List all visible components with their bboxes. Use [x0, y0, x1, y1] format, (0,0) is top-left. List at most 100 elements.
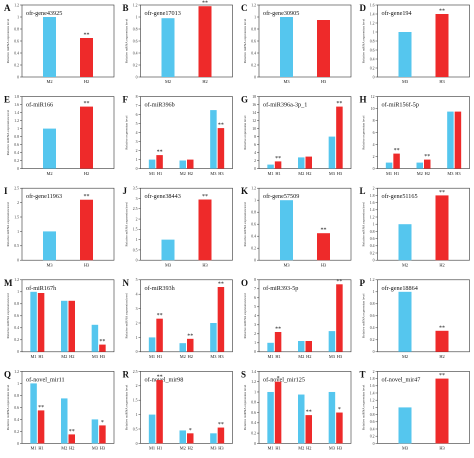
y-tick-label: 6	[136, 113, 138, 117]
bar-h3	[454, 111, 462, 169]
bar-m2	[43, 128, 56, 169]
x-tick-label: M2	[298, 354, 304, 359]
x-tick-label: M3	[210, 354, 217, 359]
y-axis-label: Relative miRNA expression level	[362, 385, 366, 431]
bar-m3	[161, 239, 175, 261]
x-tick-label: H3	[218, 446, 224, 451]
y-tick-label: 5	[136, 278, 138, 282]
y-tick-label: 1.2	[14, 3, 19, 7]
x-tick-label: M1	[31, 354, 37, 359]
bar-m3	[43, 231, 56, 261]
panel-r: Rof-novel_mir98 Relative miRNA expression…	[123, 369, 233, 451]
panel-title: of-novel_mir47	[382, 376, 421, 383]
y-tick-label: 0	[136, 442, 138, 446]
bar-m2	[179, 430, 186, 444]
x-tick-label: H2	[188, 446, 193, 451]
y-tick-label: 0.8	[370, 413, 375, 417]
x-tick-label: H3	[100, 446, 106, 451]
y-axis-label: Relative mRNA expression level	[125, 19, 129, 64]
plot-frame	[21, 187, 115, 261]
y-tick-label: 4	[254, 314, 256, 318]
x-tick-label: H3	[439, 79, 445, 84]
x-tick-label: M2	[298, 446, 304, 451]
y-tick-label: 0.8	[251, 211, 256, 215]
y-tick-label: 1.2	[133, 3, 138, 7]
plot-frame	[258, 96, 352, 169]
bar-h1	[274, 332, 282, 352]
significance-mark: **	[336, 279, 342, 285]
significance-mark: **	[336, 101, 342, 107]
x-tick-label: H3	[218, 354, 224, 359]
bar-m1	[30, 291, 37, 352]
y-tick-label: 0.4	[251, 421, 256, 425]
bar-h3	[217, 287, 225, 352]
y-tick-label: 0.6	[14, 314, 19, 318]
bar-h2	[305, 156, 312, 169]
bar-m3	[398, 32, 412, 77]
panel-label: F	[123, 95, 129, 105]
panel-label: R	[123, 369, 130, 379]
y-tick-label: 0.4	[14, 326, 19, 330]
x-tick-label: H3	[202, 262, 208, 267]
bar-m1	[267, 391, 274, 444]
bar-h2	[187, 338, 194, 352]
bar-m3	[91, 419, 99, 444]
y-tick-label: 0	[136, 75, 138, 79]
panel-title: of-miR396b	[145, 102, 175, 109]
panel-label: O	[241, 278, 248, 288]
y-tick-label: 1	[373, 30, 375, 34]
y-tick-label: 0.6	[251, 39, 256, 43]
x-tick-label: H2	[306, 354, 311, 359]
y-tick-label: 1	[254, 390, 256, 394]
y-tick-label: 1	[254, 15, 256, 19]
y-tick-label: 0.6	[370, 420, 375, 424]
y-tick-label: 1.6	[370, 3, 375, 7]
bar-h3	[336, 284, 343, 352]
significance-mark: **	[157, 150, 163, 156]
y-tick-label: 0.8	[14, 394, 19, 398]
y-tick-label: 1.2	[370, 21, 375, 25]
bar-m2	[398, 291, 412, 352]
x-tick-label: M2	[180, 354, 186, 359]
bar-h3	[217, 427, 225, 444]
x-tick-label: H1	[157, 171, 162, 176]
x-tick-label: M2	[61, 354, 67, 359]
y-axis-label: Relative mRNA expression level	[362, 202, 366, 247]
panel-title: of-miR166	[26, 102, 53, 109]
y-tick-label: 6	[373, 131, 375, 135]
significance-mark: **	[218, 282, 224, 288]
y-tick-label: 1.5	[14, 215, 19, 219]
y-tick-label: 0.2	[14, 63, 19, 67]
y-tick-label: 0.2	[14, 338, 19, 342]
x-tick-label: M2	[180, 171, 186, 176]
panel-label: M	[4, 278, 13, 288]
y-tick-label: 0.4	[251, 51, 256, 55]
bar-m2	[179, 343, 186, 352]
y-tick-label: 1.2	[251, 187, 256, 191]
y-axis-label: Relative miRNA expression level	[6, 385, 10, 431]
panel-label: B	[123, 3, 129, 13]
bar-m3	[328, 331, 336, 352]
x-tick-label: H3	[337, 171, 343, 176]
y-tick-label: 0.6	[133, 39, 138, 43]
bar-m2	[61, 398, 68, 444]
y-tick-label: 4	[254, 151, 256, 155]
y-tick-label: 10	[371, 107, 375, 111]
x-tick-label: M2	[417, 171, 423, 176]
y-tick-label: 1	[17, 382, 19, 386]
bar-h3	[99, 344, 106, 352]
significance-mark: **	[424, 154, 430, 160]
bar-m3	[210, 433, 217, 444]
y-axis-label: Relative mRNA expression level	[6, 202, 10, 247]
panel-label: N	[123, 278, 130, 288]
y-axis-label: Relative miRNA expression level	[6, 110, 10, 156]
y-tick-label: 1.6	[14, 103, 19, 107]
significance-mark: **	[218, 123, 224, 129]
panel-label: L	[360, 186, 366, 196]
y-tick-label: 2	[373, 187, 375, 191]
bar-h3	[317, 233, 330, 261]
plot-frame	[140, 371, 233, 444]
plot-frame	[258, 371, 352, 444]
bar-m3	[447, 111, 454, 169]
bar-h1	[37, 293, 45, 352]
